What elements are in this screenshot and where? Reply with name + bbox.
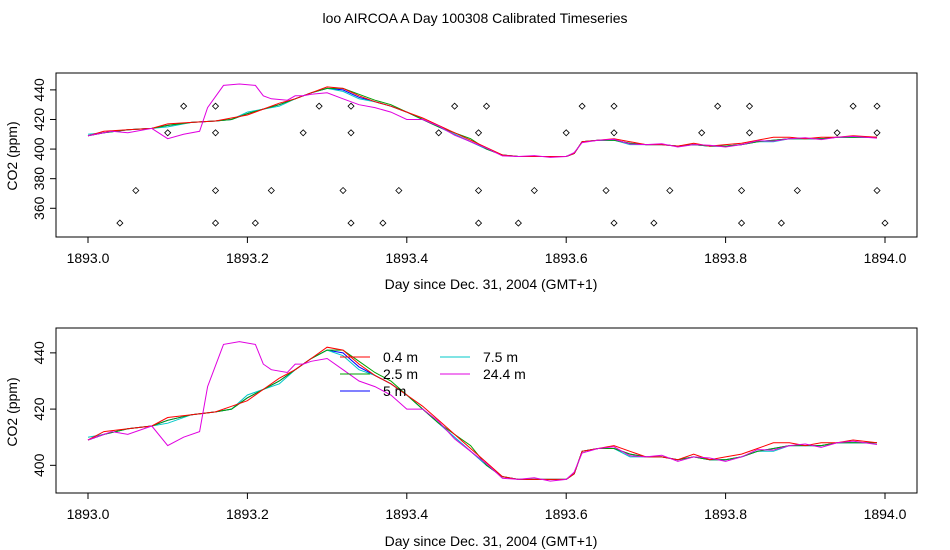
scatter-point: [849, 102, 857, 110]
scatter-point: [164, 129, 172, 137]
scatter-point: [737, 219, 746, 227]
y-axis-label-top: CO2 (ppm): [4, 121, 20, 190]
scatter-point: [180, 102, 188, 110]
x-axis-label-top: Day since Dec. 31, 2004 (GMT+1): [385, 276, 598, 292]
scatter-point: [793, 186, 801, 195]
scatter-point: [435, 129, 443, 137]
x-axis-label-bottom: Day since Dec. 31, 2004 (GMT+1): [385, 533, 598, 549]
y-tick-label: 400: [31, 453, 47, 477]
scatter-point: [211, 102, 220, 110]
scatter-point: [474, 219, 483, 227]
scatter-point: [650, 219, 658, 227]
x-tick-label: 1893.4: [385, 506, 428, 522]
y-tick-label: 440: [31, 341, 47, 365]
x-axis-bottom: 1893.0 1893.2 1893.4 1893.6 1893.8 1894.0: [67, 493, 907, 522]
y-tick-label: 400: [31, 137, 47, 161]
scatter-point: [267, 186, 275, 195]
scatter-point: [610, 129, 618, 137]
scatter-point: [211, 186, 220, 195]
y-axis-top: 360 380 400 420 440: [31, 78, 56, 220]
scatter-point: [602, 186, 610, 195]
x-tick-label: 1893.0: [67, 250, 110, 266]
panel-top: 1893.0 1893.2 1893.4 1893.6 1893.8 1894.0 360…: [4, 72, 918, 292]
x-tick-label: 1893.8: [704, 250, 747, 266]
scatter-point: [339, 186, 347, 195]
scatter-point: [745, 129, 754, 137]
x-tick-label: 1893.0: [67, 506, 110, 522]
scatter-point: [474, 129, 483, 137]
legend-label: 0.4 m: [383, 349, 418, 365]
scatter-point: [737, 186, 746, 195]
scatter-point: [211, 129, 220, 137]
scatter-point: [666, 186, 674, 195]
scatter-point: [116, 219, 124, 227]
plot-frame-bottom: [55, 327, 918, 494]
scatter-point: [745, 102, 754, 110]
legend-label: 7.5 m: [483, 349, 518, 365]
y-tick-label: 420: [31, 108, 47, 132]
x-tick-label: 1894.0: [864, 250, 907, 266]
scatter-point: [251, 219, 259, 227]
scatter-point: [482, 102, 491, 110]
y-tick-label: 420: [31, 397, 47, 421]
scatter-point: [379, 219, 387, 227]
series-lines-bottom: [87, 341, 878, 482]
y-tick-label: 360: [31, 196, 47, 220]
chart-title: loo AIRCOA A Day 100308 Calibrated Times…: [322, 10, 628, 26]
scatter-point: [698, 129, 706, 137]
scatter-point: [873, 102, 881, 110]
scatter-point: [474, 186, 483, 195]
scatter-point: [347, 102, 355, 110]
x-tick-label: 1893.6: [545, 250, 588, 266]
legend-label: 5 m: [383, 383, 406, 399]
scatter-point: [530, 186, 538, 195]
y-axis-bottom: 400 420 440: [31, 341, 56, 477]
scatter-point: [395, 186, 403, 195]
y-axis-label-bottom: CO2 (ppm): [4, 377, 20, 446]
scatter-point: [833, 129, 841, 137]
series-line-0-4-m: [87, 346, 878, 480]
scatter-point: [347, 129, 355, 137]
scatter-point: [211, 219, 220, 227]
scatter-point: [873, 186, 881, 195]
x-tick-label: 1893.2: [226, 250, 269, 266]
panel-bottom: 1893.0 1893.2 1893.4 1893.6 1893.8 1894.0 400…: [4, 327, 918, 549]
legend-label: 2.5 m: [383, 366, 418, 382]
plot-frame-top: [55, 72, 918, 238]
scatter-point: [514, 219, 522, 227]
x-tick-label: 1893.4: [385, 250, 428, 266]
scatter-point: [299, 129, 307, 137]
x-axis-top: 1893.0 1893.2 1893.4 1893.6 1893.8 1894.0: [67, 237, 907, 266]
x-tick-label: 1893.2: [226, 506, 269, 522]
scatter-points-top: [116, 102, 889, 227]
scatter-point: [132, 186, 140, 195]
legend-label: 24.4 m: [483, 366, 526, 382]
y-tick-label: 440: [31, 78, 47, 102]
scatter-point: [578, 102, 586, 110]
scatter-point: [881, 219, 889, 227]
scatter-point: [451, 102, 459, 110]
y-tick-label: 380: [31, 167, 47, 191]
scatter-point: [714, 102, 722, 110]
scatter-point: [777, 219, 785, 227]
series-line-0-4-m: [87, 86, 878, 157]
scatter-point: [610, 102, 618, 110]
x-tick-label: 1894.0: [864, 506, 907, 522]
scatter-point: [562, 129, 570, 137]
x-tick-label: 1893.6: [545, 506, 588, 522]
scatter-point: [347, 219, 355, 227]
series-line-24-4-m: [87, 341, 878, 482]
series-lines-top: [87, 83, 878, 158]
scatter-point: [315, 102, 323, 110]
x-tick-label: 1893.8: [704, 506, 747, 522]
series-line-24-4-m: [87, 83, 878, 158]
scatter-point: [610, 219, 618, 227]
legend: 0.4 m2.5 m5 m 7.5 m24.4 m: [340, 349, 526, 399]
scatter-point: [873, 129, 881, 137]
